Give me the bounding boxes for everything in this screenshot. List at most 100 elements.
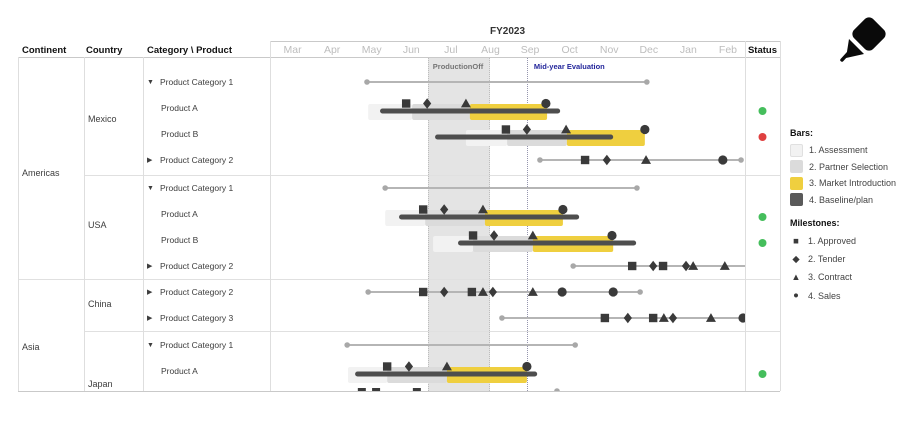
clipped-milestone	[412, 388, 421, 391]
grid-line	[270, 41, 780, 42]
grid-line	[270, 41, 271, 391]
legend-milestone-label: 1. Approved	[808, 236, 857, 247]
expand-toggle-icon[interactable]: ▶	[147, 315, 153, 322]
legend-item-bar: 1. Assessment	[790, 142, 910, 159]
product-label-text: Product A	[161, 366, 198, 376]
milestone-triangle-contract	[477, 287, 488, 296]
expand-toggle-icon[interactable]: ▶	[147, 289, 153, 296]
category-label-text: Product Category 1	[160, 340, 234, 350]
grid-line	[745, 41, 746, 391]
grid-line	[84, 57, 85, 391]
legend-milestone-glyph: ●	[793, 290, 799, 302]
pushpin-icon	[840, 17, 886, 62]
row-label-product: Product A	[161, 101, 198, 115]
country-label: Japan	[88, 379, 113, 389]
legend-item-milestone: ■ 1. Approved	[790, 232, 910, 250]
category-label-text: Product Category 2	[160, 261, 234, 271]
milestone-circle-sales	[607, 230, 617, 241]
legend-bar-swatch	[790, 143, 803, 157]
legend-bar-swatch	[790, 176, 803, 190]
milestone-circle-sales	[558, 204, 568, 215]
milestone-circle-sales	[608, 287, 618, 297]
bar-baseline-plan	[435, 134, 614, 140]
month-label: Oct	[561, 44, 578, 56]
status-dot-red	[758, 133, 767, 141]
clipped-timeline-dot	[554, 388, 560, 391]
milestone-square-approved	[658, 261, 668, 271]
production-off-label: ProductionOff	[432, 62, 484, 71]
legend-milestone-label: 3. Contract	[808, 272, 853, 283]
month-label: Apr	[323, 44, 341, 56]
continent-label: Americas	[22, 168, 60, 178]
fiscal-year-title: FY2023	[489, 26, 526, 37]
milestone-square-approved	[580, 155, 590, 165]
plot-marks	[344, 79, 745, 391]
month-label: Nov	[599, 44, 619, 56]
milestone-triangle-contract	[561, 124, 572, 134]
milestone-square-approved	[418, 205, 428, 214]
milestone-square-approved	[468, 231, 478, 240]
bar-baseline-plan	[380, 108, 561, 114]
milestone-triangle-contract	[527, 230, 538, 240]
milestone-square-approved	[467, 287, 477, 297]
milestone-diamond-tender	[681, 260, 691, 272]
legend-item-milestone: ▲ 3. Contract	[790, 268, 910, 286]
timeline-end-dot	[537, 157, 543, 163]
legend-bar-swatch	[790, 160, 803, 174]
grid-line	[84, 331, 780, 332]
month-label: Aug	[481, 44, 500, 56]
expand-toggle-icon[interactable]: ▶	[147, 157, 153, 164]
legend-bar-label: 4. Baseline/plan	[809, 194, 874, 205]
timeline-end-dot	[644, 79, 650, 85]
milestone-square-approved	[600, 313, 610, 323]
legend-item-milestone: ◆ 2. Tender	[790, 250, 910, 268]
collapse-toggle-icon[interactable]: ▼	[147, 184, 154, 192]
grid-line	[143, 57, 144, 391]
collapse-toggle-icon[interactable]: ▼	[147, 341, 154, 349]
clipped-milestone	[357, 388, 366, 391]
timeline-end-dot	[382, 185, 388, 191]
milestone-square-approved	[648, 313, 658, 323]
bar-baseline-plan	[355, 371, 538, 377]
timeline-end-dot	[364, 79, 370, 85]
milestone-circle-sales	[640, 124, 650, 135]
milestone-square-approved	[627, 261, 637, 271]
milestone-diamond-tender	[649, 260, 658, 272]
milestone-diamond-tender	[423, 98, 432, 109]
legend-item-milestone: ● 4. Sales	[790, 287, 910, 305]
grid-line	[18, 57, 780, 58]
milestone-triangle-contract	[705, 313, 716, 322]
collapse-toggle-icon[interactable]: ▼	[147, 78, 154, 86]
status-dot-green	[758, 370, 767, 378]
month-label: Jan	[679, 44, 697, 56]
legend-item-bar: 4. Baseline/plan	[790, 192, 910, 209]
milestone-triangle-contract	[688, 261, 699, 270]
milestone-triangle-contract	[460, 98, 471, 108]
milestone-diamond-tender	[602, 154, 611, 166]
milestone-triangle-contract	[441, 361, 452, 371]
milestone-circle-sales	[738, 313, 745, 323]
legend-milestone-label: 4. Sales	[808, 290, 841, 301]
country-label: China	[88, 299, 112, 309]
timeline-end-dot	[570, 263, 577, 269]
milestone-diamond-tender	[489, 230, 499, 241]
legend-bar-swatch	[790, 193, 803, 207]
legend-milestones-title: Milestones:	[790, 218, 840, 228]
milestone-circle-sales	[541, 98, 551, 109]
timeline-end-dot	[365, 289, 371, 295]
milestone-diamond-tender	[522, 124, 531, 135]
month-label: Jul	[444, 44, 458, 56]
milestone-square-approved	[382, 362, 392, 371]
bar-baseline-plan	[458, 240, 637, 246]
grid-line	[780, 41, 781, 391]
grid-line	[18, 391, 780, 392]
legend-milestone-glyph: ▲	[791, 271, 801, 283]
category-label-text: Product Category 1	[160, 77, 234, 87]
milestone-diamond-tender	[440, 204, 449, 215]
month-label: May	[361, 44, 382, 56]
milestone-circle-sales	[718, 155, 728, 165]
row-label-category: ▶ Product Category 3	[147, 311, 233, 325]
expand-toggle-icon[interactable]: ▶	[147, 263, 153, 270]
timeline-end-dot	[572, 342, 578, 348]
